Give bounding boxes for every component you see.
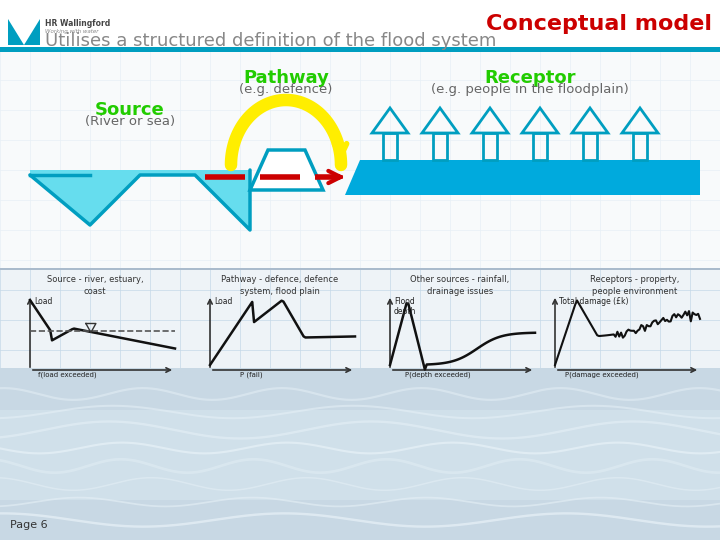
- Text: f(load exceeded): f(load exceeded): [38, 372, 96, 379]
- Polygon shape: [30, 170, 250, 230]
- Text: Receptor: Receptor: [485, 69, 576, 87]
- Text: Source: Source: [95, 101, 165, 119]
- Text: (River or sea): (River or sea): [85, 116, 175, 129]
- Bar: [0, 50, 720, 270]
- Text: (e.g. defence): (e.g. defence): [239, 84, 333, 97]
- Text: Page 6: Page 6: [10, 520, 48, 530]
- Text: Total damage (£k): Total damage (£k): [559, 297, 629, 306]
- Text: Source - river, estuary,
coast: Source - river, estuary, coast: [47, 275, 143, 296]
- Bar: [0, 368, 720, 540]
- Text: Load: Load: [34, 297, 53, 306]
- Text: Working with water: Working with water: [45, 30, 99, 35]
- Text: Receptors - property,
people environment: Receptors - property, people environment: [590, 275, 680, 296]
- Text: P (fail): P (fail): [240, 372, 263, 379]
- Text: Pathway - defence, defence
system, flood plain: Pathway - defence, defence system, flood…: [221, 275, 338, 296]
- Text: Other sources - rainfall,
drainage issues: Other sources - rainfall, drainage issue…: [410, 275, 510, 296]
- Text: Load: Load: [214, 297, 233, 306]
- Bar: [8, 19, 40, 45]
- Text: P(damage exceeded): P(damage exceeded): [565, 372, 639, 379]
- Bar: [0, 47, 720, 52]
- Bar: [0, 410, 720, 500]
- Text: P(depth exceeded): P(depth exceeded): [405, 372, 471, 379]
- Text: Pathway: Pathway: [243, 69, 329, 87]
- Bar: [0, 268, 720, 270]
- Polygon shape: [250, 150, 323, 190]
- Polygon shape: [8, 19, 40, 45]
- Text: HR Wallingford: HR Wallingford: [45, 19, 110, 29]
- Polygon shape: [345, 160, 700, 195]
- Text: Flood
depth: Flood depth: [394, 297, 416, 316]
- Text: (e.g. people in the floodplain): (e.g. people in the floodplain): [431, 84, 629, 97]
- Text: Utilises a structured definition of the flood system: Utilises a structured definition of the …: [45, 32, 496, 50]
- Text: Conceptual model: Conceptual model: [486, 14, 712, 34]
- Bar: [0, 0, 720, 47]
